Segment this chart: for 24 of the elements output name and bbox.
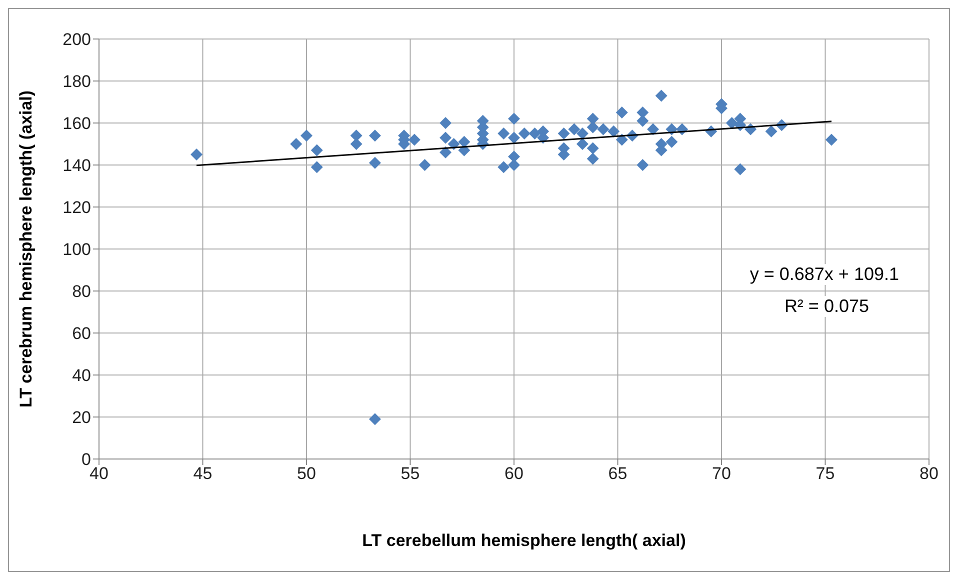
- y-tick-label: 20: [72, 408, 91, 428]
- y-tick-label: 160: [62, 114, 91, 134]
- y-tick-label: 40: [72, 366, 91, 386]
- x-tick-label: 60: [504, 464, 524, 484]
- x-tick-label: 75: [816, 464, 835, 484]
- x-axis-title: LT cerebellum hemisphere length( axial): [361, 531, 687, 551]
- y-tick-label: 120: [62, 198, 91, 218]
- y-tick-label: 100: [62, 240, 91, 260]
- x-tick-label: 45: [193, 464, 212, 484]
- y-tick-label: 200: [62, 30, 91, 50]
- y-tick-label: 80: [72, 282, 91, 302]
- annotation: R² = 0.075: [784, 296, 869, 317]
- x-tick-label: 55: [400, 464, 420, 484]
- annotation: y = 0.687x + 109.1: [750, 264, 899, 285]
- y-tick-label: 180: [62, 72, 91, 92]
- y-tick-label: 0: [82, 450, 91, 470]
- y-tick-label: 140: [62, 156, 91, 176]
- x-tick-label: 65: [608, 464, 628, 484]
- x-tick-label: 80: [920, 464, 938, 484]
- x-tick-label: 50: [297, 464, 316, 484]
- x-tick-label: 40: [90, 464, 108, 484]
- y-axis-title: LT cerebrum hemisphere length( (axial): [17, 90, 37, 408]
- x-tick-label: 70: [712, 464, 731, 484]
- y-tick-label: 60: [72, 324, 91, 344]
